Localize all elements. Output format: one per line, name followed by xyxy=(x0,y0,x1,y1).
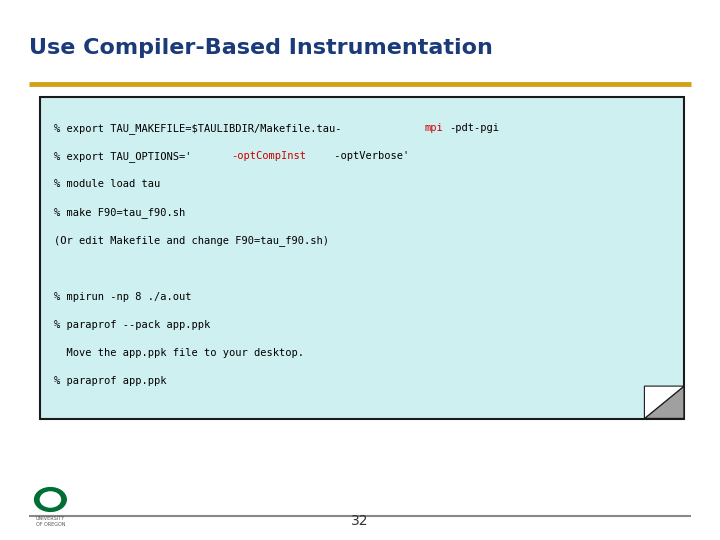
Text: (Or edit Makefile and change F90=tau_f90.sh): (Or edit Makefile and change F90=tau_f90… xyxy=(54,235,329,246)
Text: % export TAU_MAKEFILE=$TAULIBDIR/Makefile.tau-: % export TAU_MAKEFILE=$TAULIBDIR/Makefil… xyxy=(54,123,341,134)
Text: Move the app.ppk file to your desktop.: Move the app.ppk file to your desktop. xyxy=(54,348,304,358)
Text: mpi: mpi xyxy=(425,123,444,133)
Text: UNIVERSITY
OF OREGON: UNIVERSITY OF OREGON xyxy=(36,516,65,526)
Text: -pdt-pgi: -pdt-pgi xyxy=(449,123,499,133)
Text: % mpirun -np 8 ./a.out: % mpirun -np 8 ./a.out xyxy=(54,292,192,302)
FancyBboxPatch shape xyxy=(40,97,684,418)
Text: % module load tau: % module load tau xyxy=(54,179,161,190)
Text: % make F90=tau_f90.sh: % make F90=tau_f90.sh xyxy=(54,207,185,218)
Text: % paraprof --pack app.ppk: % paraprof --pack app.ppk xyxy=(54,320,210,330)
Polygon shape xyxy=(644,386,684,418)
Circle shape xyxy=(40,492,60,507)
Text: 32: 32 xyxy=(351,514,369,528)
Text: % paraprof app.ppk: % paraprof app.ppk xyxy=(54,376,166,386)
Text: -optVerbose': -optVerbose' xyxy=(328,151,410,161)
Text: Use Compiler-Based Instrumentation: Use Compiler-Based Instrumentation xyxy=(29,38,492,58)
Text: % export TAU_OPTIONS=': % export TAU_OPTIONS=' xyxy=(54,151,192,162)
Text: -optCompInst: -optCompInst xyxy=(231,151,307,161)
Circle shape xyxy=(35,488,66,511)
Polygon shape xyxy=(644,386,684,418)
